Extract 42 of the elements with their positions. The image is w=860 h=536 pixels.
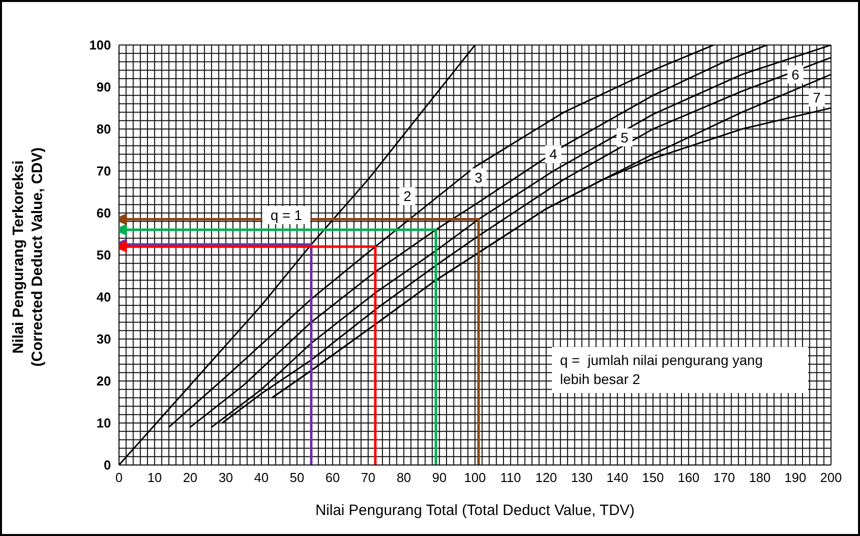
annotation: 6 <box>792 66 800 82</box>
x-tick-label: 140 <box>606 470 628 486</box>
y-tick-label: 0 <box>104 458 111 473</box>
annotation: 2 <box>403 188 412 204</box>
x-tick-label: 180 <box>748 470 771 486</box>
annotation: q = 1 <box>270 207 302 224</box>
y-tick-label: 50 <box>96 248 111 263</box>
x-tick-label: 170 <box>713 470 736 486</box>
y-tick-label: 70 <box>96 164 111 179</box>
y-tick-label: 60 <box>96 206 111 221</box>
x-tick-label: 70 <box>360 470 376 486</box>
x-tick-label: 100 <box>464 470 486 486</box>
annotation: 5 <box>620 129 629 146</box>
x-tick-label: 190 <box>784 470 806 486</box>
x-tick-label: 90 <box>432 470 447 486</box>
x-tick-label: 40 <box>254 470 269 486</box>
x-tick-label: 20 <box>182 470 198 486</box>
x-tick-label: 130 <box>570 470 593 486</box>
annotation: 3 <box>474 169 483 186</box>
x-tick-label: 30 <box>218 470 234 486</box>
y-tick-label: 40 <box>96 290 111 305</box>
x-tick-label: 200 <box>820 470 842 486</box>
x-tick-label: 120 <box>535 470 558 486</box>
y-tick-label: 20 <box>96 374 111 389</box>
y-axis-title: Nilai Pengurang Terkoreksi (Corrected Deduct Value, CDV) <box>10 147 46 367</box>
x-tick-label: 0 <box>115 470 123 486</box>
x-tick-label: 160 <box>678 470 700 486</box>
annotation: 7 <box>812 90 821 106</box>
y-tick-label: 10 <box>96 416 111 431</box>
x-axis-title: Nilai Pengurang Total (Total Deduct Value, TDV) <box>315 502 635 519</box>
y-tick-label: 100 <box>89 38 111 53</box>
annotation: 4 <box>549 146 558 162</box>
y-tick-label: 90 <box>96 80 111 95</box>
x-tick-label: 110 <box>500 470 521 486</box>
y-tick-label: 30 <box>96 332 111 347</box>
x-tick-label: 150 <box>642 470 664 486</box>
y-tick-label: 80 <box>96 122 111 137</box>
x-tick-label: 60 <box>325 470 340 486</box>
x-tick-label: 80 <box>396 470 412 486</box>
x-tick-label: 10 <box>147 470 162 486</box>
x-tick-label: 50 <box>290 470 304 486</box>
text-box: q = jumlah nilai pengurang yang lebih besar 2 <box>552 347 808 393</box>
